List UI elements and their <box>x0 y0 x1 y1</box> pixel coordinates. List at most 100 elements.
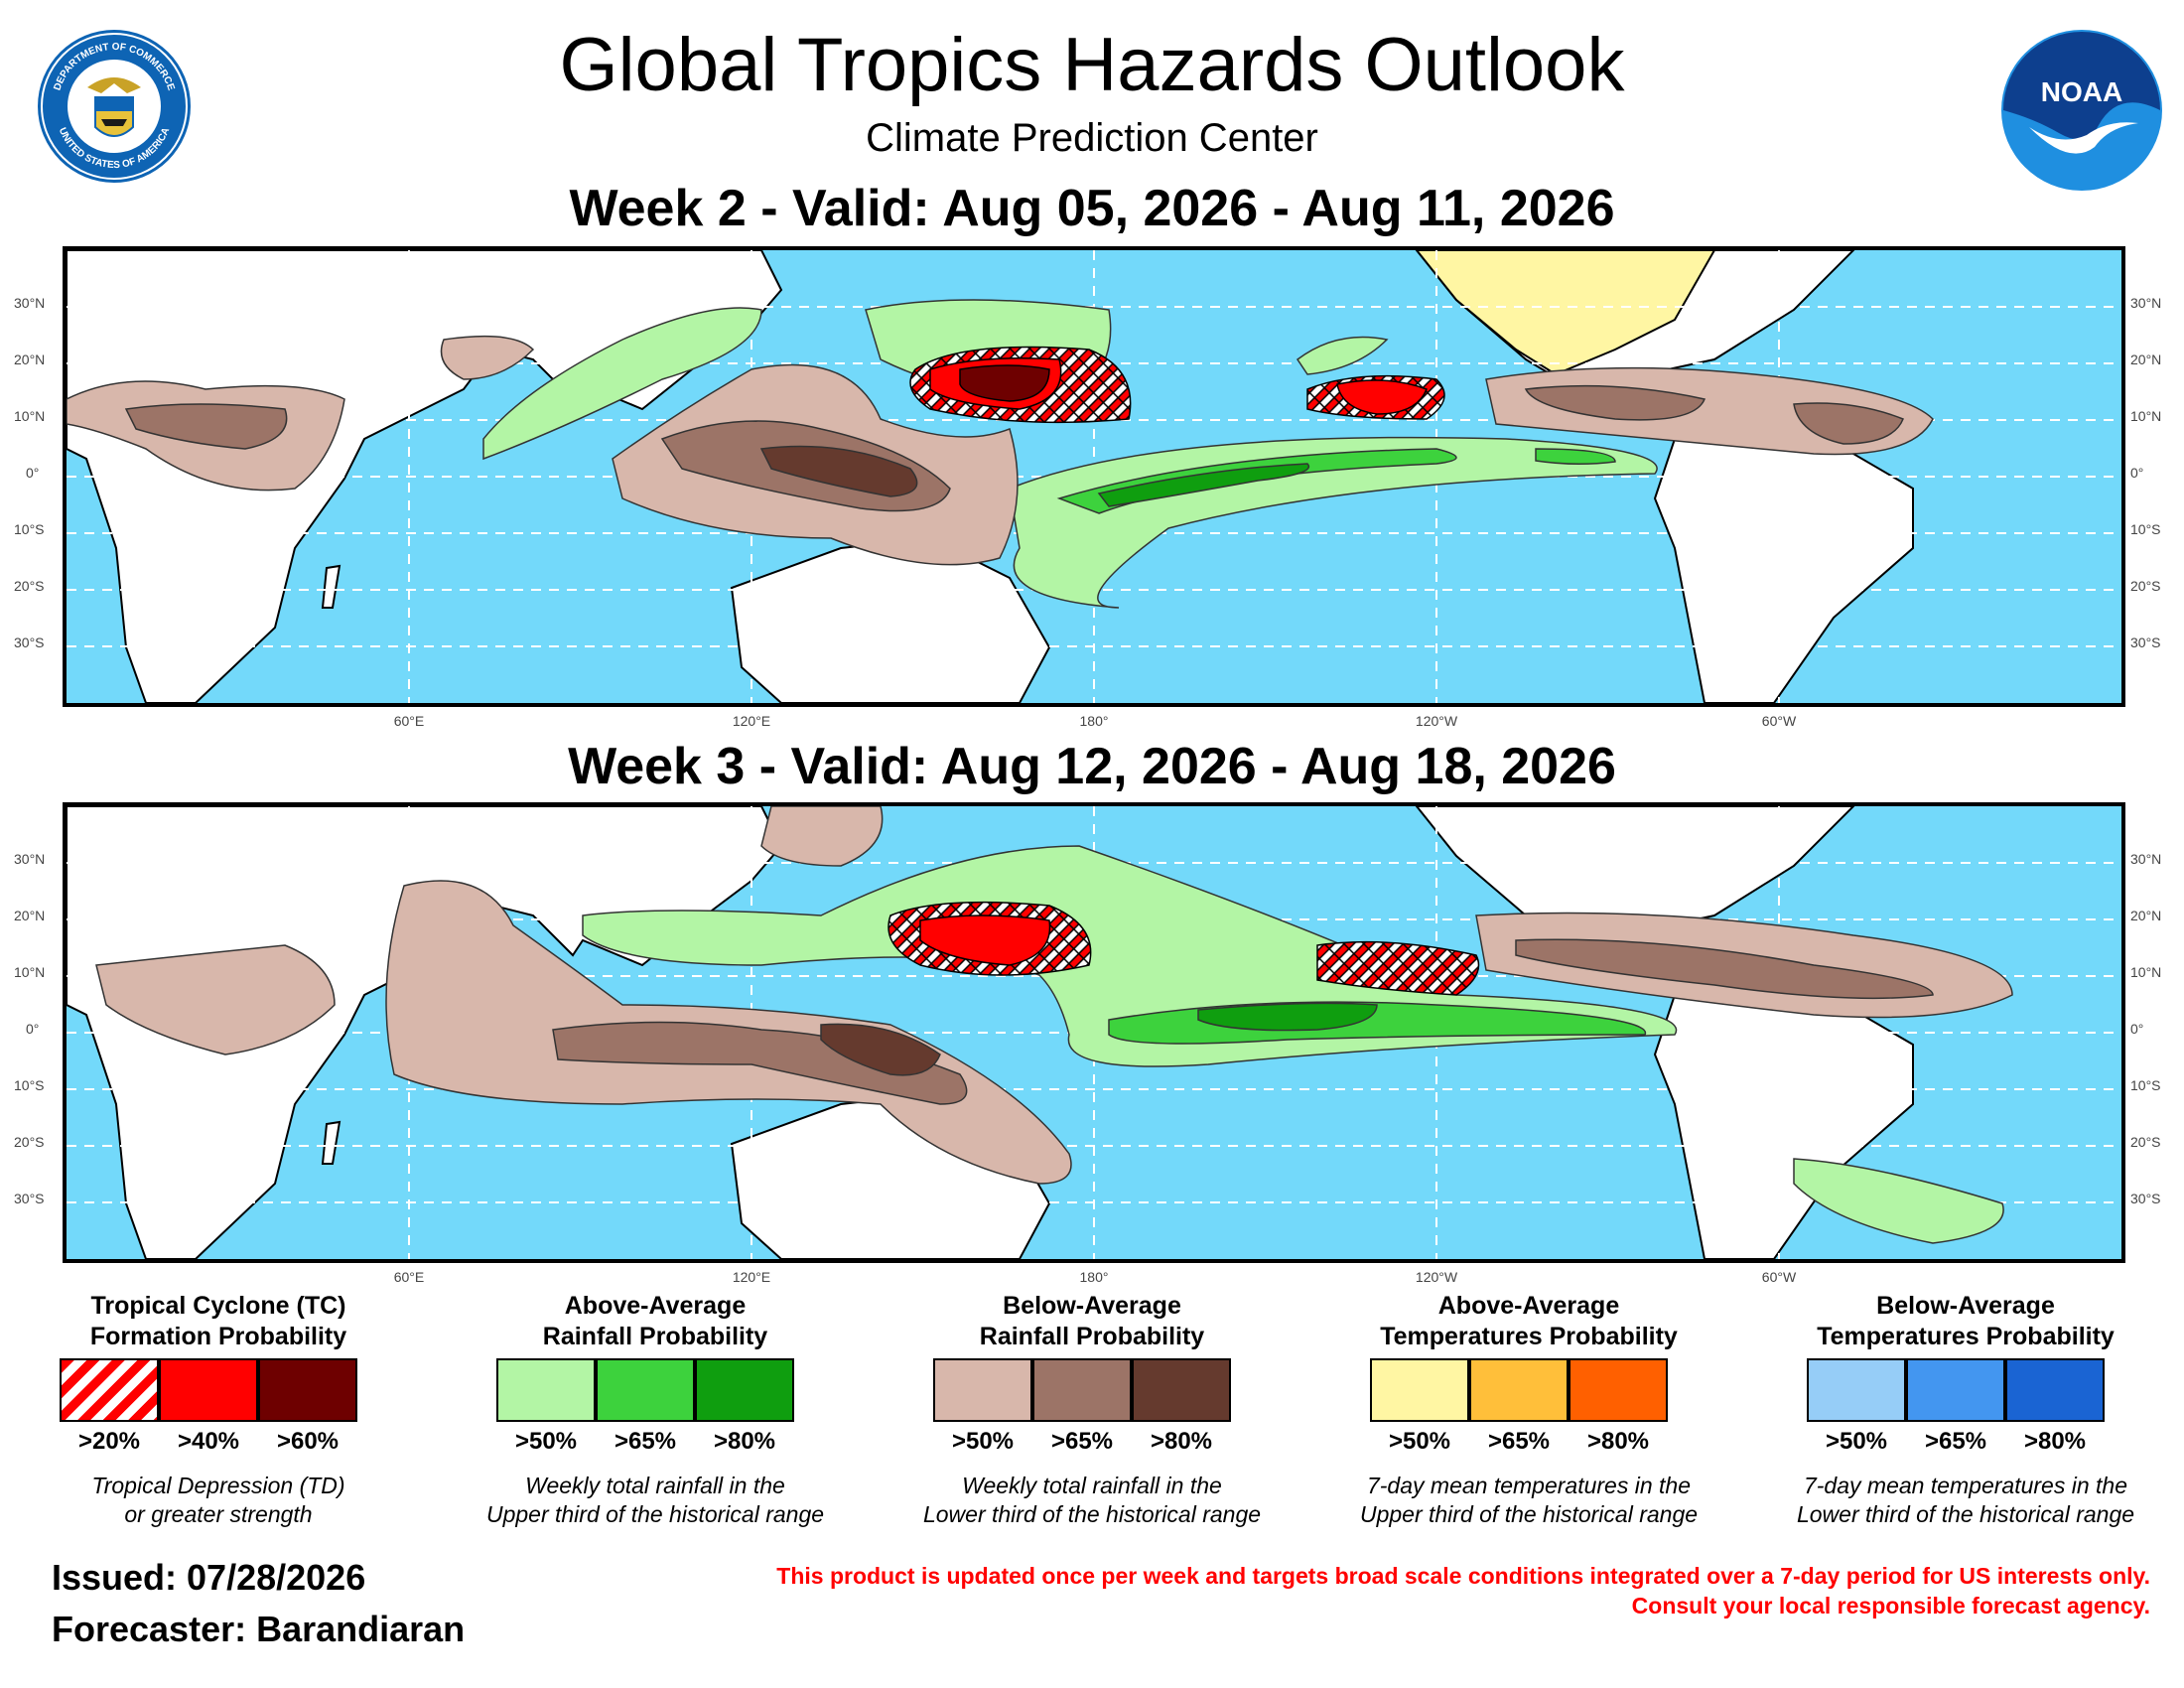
below-rain-w2-maritime-high <box>759 445 918 497</box>
legend-swatch <box>159 1358 258 1422</box>
issued-date: Issued: 07/28/2026 <box>52 1557 366 1598</box>
lat-label: 20°N <box>14 908 46 923</box>
lat-label: 10°N <box>2130 964 2162 980</box>
week2-map-canvas <box>67 250 2121 703</box>
tc-w2-east-pacific-40 <box>1336 379 1428 415</box>
legend-swatch <box>1132 1358 1231 1422</box>
above-rain-w3-south-america <box>1793 1158 2004 1244</box>
lon-label: 180° <box>1079 1269 1109 1285</box>
legend-description: 7-day mean temperatures in the Lower thi… <box>1796 1473 2135 1527</box>
lat-label: 30°N <box>2130 851 2162 867</box>
lat-label: 20°S <box>14 578 45 594</box>
svg-text:NOAA: NOAA <box>2041 76 2122 107</box>
legend-title: Above-Average Temperatures Probability <box>1380 1292 1678 1350</box>
legend-level-label: >80% <box>2023 1428 2087 1455</box>
lat-label: 10°S <box>2130 521 2161 537</box>
lon-label: 120°E <box>732 1269 771 1285</box>
tc-probability <box>887 901 1480 996</box>
legend-level-label: >65% <box>1924 1428 1987 1455</box>
legend-swatch <box>1469 1358 1569 1422</box>
above-rain-w2-india-china <box>482 307 762 461</box>
tc-probability <box>909 346 1445 424</box>
lat-label: 10°N <box>14 408 46 424</box>
land-madagascar <box>321 1120 341 1165</box>
lat-label: 0° <box>26 465 40 481</box>
tc-w3-east-pacific-20 <box>1316 940 1480 996</box>
legend-level-label: >65% <box>1050 1428 1114 1455</box>
legend-level-label: >80% <box>713 1428 776 1455</box>
lon-label: 60°E <box>393 713 425 729</box>
lat-label: 30°N <box>2130 295 2162 311</box>
above-rain-w3-pacific-high <box>1197 1002 1378 1032</box>
legend-description: Tropical Depression (TD) or greater stre… <box>91 1473 345 1527</box>
page-subtitle: Climate Prediction Center <box>866 116 1318 160</box>
page-title: Global Tropics Hazards Outlook <box>559 23 1625 107</box>
legend-description: Weekly total rainfall in the Upper third… <box>485 1473 825 1527</box>
disclaimer: This product is updated once per week an… <box>556 1561 2150 1620</box>
lat-label: 30°S <box>14 634 45 650</box>
legend-level-label: >65% <box>1487 1428 1551 1455</box>
disclaimer-line1: This product is updated once per week an… <box>776 1563 2150 1589</box>
legend-level-label: >50% <box>514 1428 578 1455</box>
legend-swatch <box>2005 1358 2105 1422</box>
lat-label: 30°S <box>14 1191 45 1206</box>
hazards <box>95 806 2013 1244</box>
legend-level-label: >60% <box>276 1428 340 1455</box>
week3-map-canvas <box>67 806 2121 1259</box>
lat-label: 10°S <box>14 521 45 537</box>
legend-swatch <box>933 1358 1032 1422</box>
lat-label: 10°S <box>14 1077 45 1093</box>
legend-level-label: >80% <box>1150 1428 1213 1455</box>
lat-label: 10°N <box>2130 408 2162 424</box>
land-madagascar <box>321 564 341 609</box>
legend-swatch <box>60 1358 159 1422</box>
disclaimer-line2: Consult your local responsible forecast … <box>1631 1593 2150 1618</box>
lat-label: 20°S <box>14 1134 45 1150</box>
lon-label: 120°W <box>1415 1269 1458 1285</box>
lon-label: 120°W <box>1415 713 1458 729</box>
noaa-logo: NOAA <box>1999 28 2164 193</box>
legend-title: Below-Average Temperatures Probability <box>1817 1292 2115 1350</box>
below-rain-w3-indian-mod <box>552 1021 968 1105</box>
legend-swatch <box>496 1358 596 1422</box>
lat-label: 30°N <box>14 295 46 311</box>
week3-map <box>63 802 2125 1263</box>
lat-label: 30°S <box>2130 1191 2161 1206</box>
legend-level-label: >65% <box>614 1428 677 1455</box>
legend-swatch <box>1032 1358 1132 1422</box>
lat-label: 0° <box>26 1021 40 1037</box>
lon-label: 120°E <box>732 713 771 729</box>
legend-level-label: >50% <box>1388 1428 1451 1455</box>
department-of-commerce-seal: DEPARTMENT OF COMMERCE UNITED STATES OF … <box>36 28 193 185</box>
forecaster-name: Forecaster: Barandiaran <box>52 1609 466 1649</box>
legend-swatch <box>258 1358 357 1422</box>
below-rain-w2-arabia <box>440 335 535 380</box>
lat-label: 10°S <box>2130 1077 2161 1093</box>
lat-label: 20°N <box>2130 908 2162 923</box>
lat-label: 0° <box>2130 465 2144 481</box>
legend-description: 7-day mean temperatures in the Upper thi… <box>1359 1473 1699 1527</box>
lon-label: 180° <box>1079 713 1109 729</box>
legend-description: Weekly total rainfall in the Lower third… <box>922 1473 1262 1527</box>
below-rain-w3-caribbean-mod <box>1515 938 1934 1000</box>
lon-label: 60°W <box>1761 713 1797 729</box>
above-rain-w2-pacific-mod2 <box>1535 448 1616 466</box>
lat-label: 10°N <box>14 964 46 980</box>
lat-label: 30°N <box>14 851 46 867</box>
below-rain-w3-africa <box>95 944 336 1055</box>
tc-w3-west-pacific-40 <box>919 914 1051 966</box>
below-rain-w2-atlantic-mod <box>1793 402 1904 445</box>
lat-label: 30°S <box>2130 634 2161 650</box>
legend-title: Above-Average Rainfall Probability <box>542 1292 768 1350</box>
week3-title: Week 3 - Valid: Aug 12, 2026 - Aug 18, 2… <box>568 738 1616 795</box>
above-rain-w2-hawaii-east <box>1296 336 1389 375</box>
lat-label: 20°S <box>2130 1134 2161 1150</box>
legend-level-label: >50% <box>951 1428 1015 1455</box>
legend-swatch <box>1906 1358 2005 1422</box>
below-rain-w3-japan <box>760 806 884 867</box>
legend-level-label: >80% <box>1586 1428 1650 1455</box>
above-rain-w2-pacific-high <box>1097 463 1310 507</box>
hazards <box>67 299 1934 609</box>
below-rain-w2-africa-mod <box>124 403 288 450</box>
legend-swatch <box>596 1358 695 1422</box>
